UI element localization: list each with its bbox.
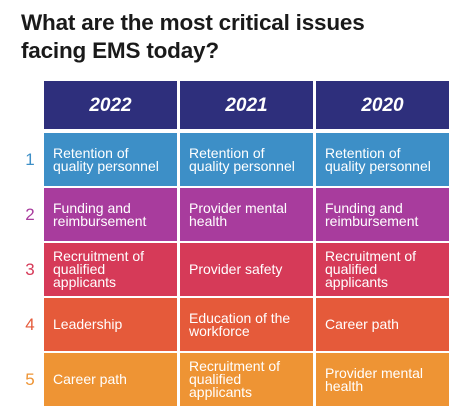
table-cell: Education of the workforce	[180, 298, 313, 351]
table-row: 1 Retention of quality personnel Retenti…	[25, 133, 449, 186]
rank-number: 3	[25, 259, 35, 279]
table-cell: Retention of quality personnel	[180, 133, 313, 186]
header-row: 2022 2021 2020	[44, 81, 449, 129]
table-row: 5 Career path Recruitment of qualified a…	[25, 353, 449, 406]
header-cell-2020: 2020	[316, 81, 449, 129]
table-cell: Career path	[316, 298, 449, 351]
rank-number: 5	[25, 369, 35, 389]
header-cell-2022: 2022	[44, 81, 177, 129]
table-cell: Provider mental health	[316, 353, 449, 406]
title-line-2: facing EMS today?	[21, 38, 219, 63]
table-cell: Recruitment of qualified applicants	[44, 243, 177, 296]
table-cell: Recruitment of qualified applicants	[316, 243, 449, 296]
table-cell: Retention of quality personnel	[316, 133, 449, 186]
table-cell: Provider safety	[180, 243, 313, 296]
table-cell: Retention of quality personnel	[44, 133, 177, 186]
table-cell: Career path	[44, 353, 177, 406]
table-row: 2 Funding and reimbursement Provider men…	[25, 188, 449, 241]
table-cell: Funding and reimbursement	[316, 188, 449, 241]
header-cell-2021: 2021	[180, 81, 313, 129]
rank-number: 4	[25, 314, 35, 334]
table-cell: Funding and reimbursement	[44, 188, 177, 241]
issues-table: 2022 2021 2020 1 Retention of quality pe…	[25, 81, 449, 408]
title-line-1: What are the most critical issues	[21, 10, 365, 35]
table-cell: Provider mental health	[180, 188, 313, 241]
table-cell: Leadership	[44, 298, 177, 351]
table-cell: Recruitment of qualified applicants	[180, 353, 313, 406]
table-row: 3 Recruitment of qualified applicants Pr…	[25, 243, 449, 296]
rank-number: 1	[25, 149, 35, 169]
page-title: What are the most critical issues facing…	[21, 9, 461, 65]
rank-number: 2	[25, 204, 35, 224]
table-row: 4 Leadership Education of the workforce …	[25, 298, 449, 351]
